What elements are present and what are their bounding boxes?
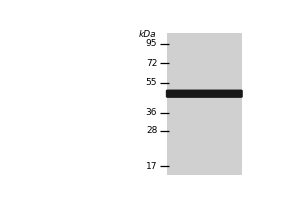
Text: 28: 28 [146,126,157,135]
Text: 95: 95 [146,39,157,48]
Bar [167,33,242,175]
Text: 17: 17 [146,162,157,171]
Text: 72: 72 [146,59,157,68]
Text: kDa: kDa [138,30,156,39]
FancyBboxPatch shape [166,90,243,98]
Text: 55: 55 [146,78,157,87]
Text: 36: 36 [146,108,157,117]
